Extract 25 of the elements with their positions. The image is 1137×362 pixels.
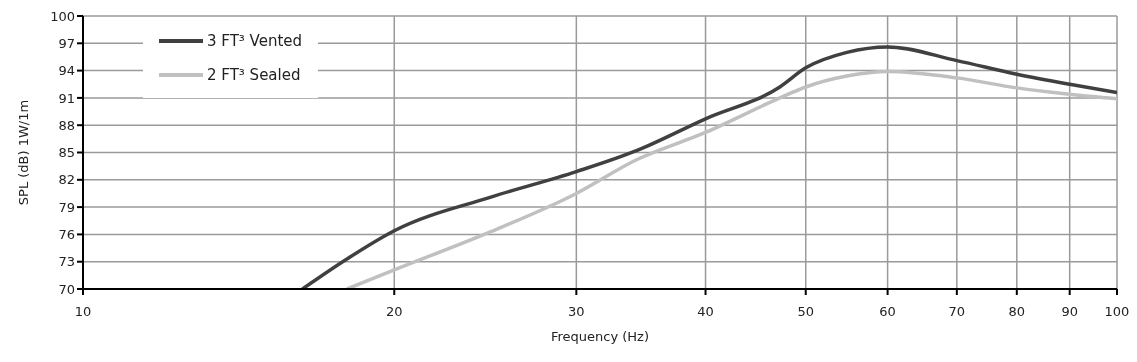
x-tick-label: 70 <box>948 304 966 320</box>
x-tick-label: 40 <box>697 304 714 320</box>
x-tick-label: 90 <box>1061 304 1078 320</box>
x-tick-label: 10 <box>74 304 92 320</box>
y-tick-label: 97 <box>58 35 75 51</box>
y-tick-label: 91 <box>58 90 75 106</box>
x-tick-label: 50 <box>797 304 815 320</box>
y-tick-label: 94 <box>58 63 75 79</box>
x-tick-label: 100 <box>1104 304 1130 320</box>
y-tick-label: 79 <box>58 199 75 215</box>
legend-label: 3 FT³ Vented <box>207 32 303 50</box>
x-tick-label: 20 <box>385 304 403 320</box>
y-axis-title: SPL (dB) 1W/1m <box>15 99 31 206</box>
x-axis-title: Frequency (Hz) <box>550 329 650 344</box>
y-tick-label: 100 <box>50 8 75 24</box>
y-tick-label: 70 <box>58 281 75 297</box>
legend-label: 2 FT³ Sealed <box>207 66 301 84</box>
x-tick-label: 60 <box>879 304 896 320</box>
y-tick-label: 76 <box>58 227 75 243</box>
y-tick-label: 82 <box>58 172 75 188</box>
y-tick-label: 88 <box>58 117 75 133</box>
y-tick-label: 73 <box>58 254 75 270</box>
x-tick-label: 80 <box>1008 304 1026 320</box>
y-tick-label: 85 <box>58 145 75 161</box>
x-tick-label: 30 <box>568 304 585 320</box>
